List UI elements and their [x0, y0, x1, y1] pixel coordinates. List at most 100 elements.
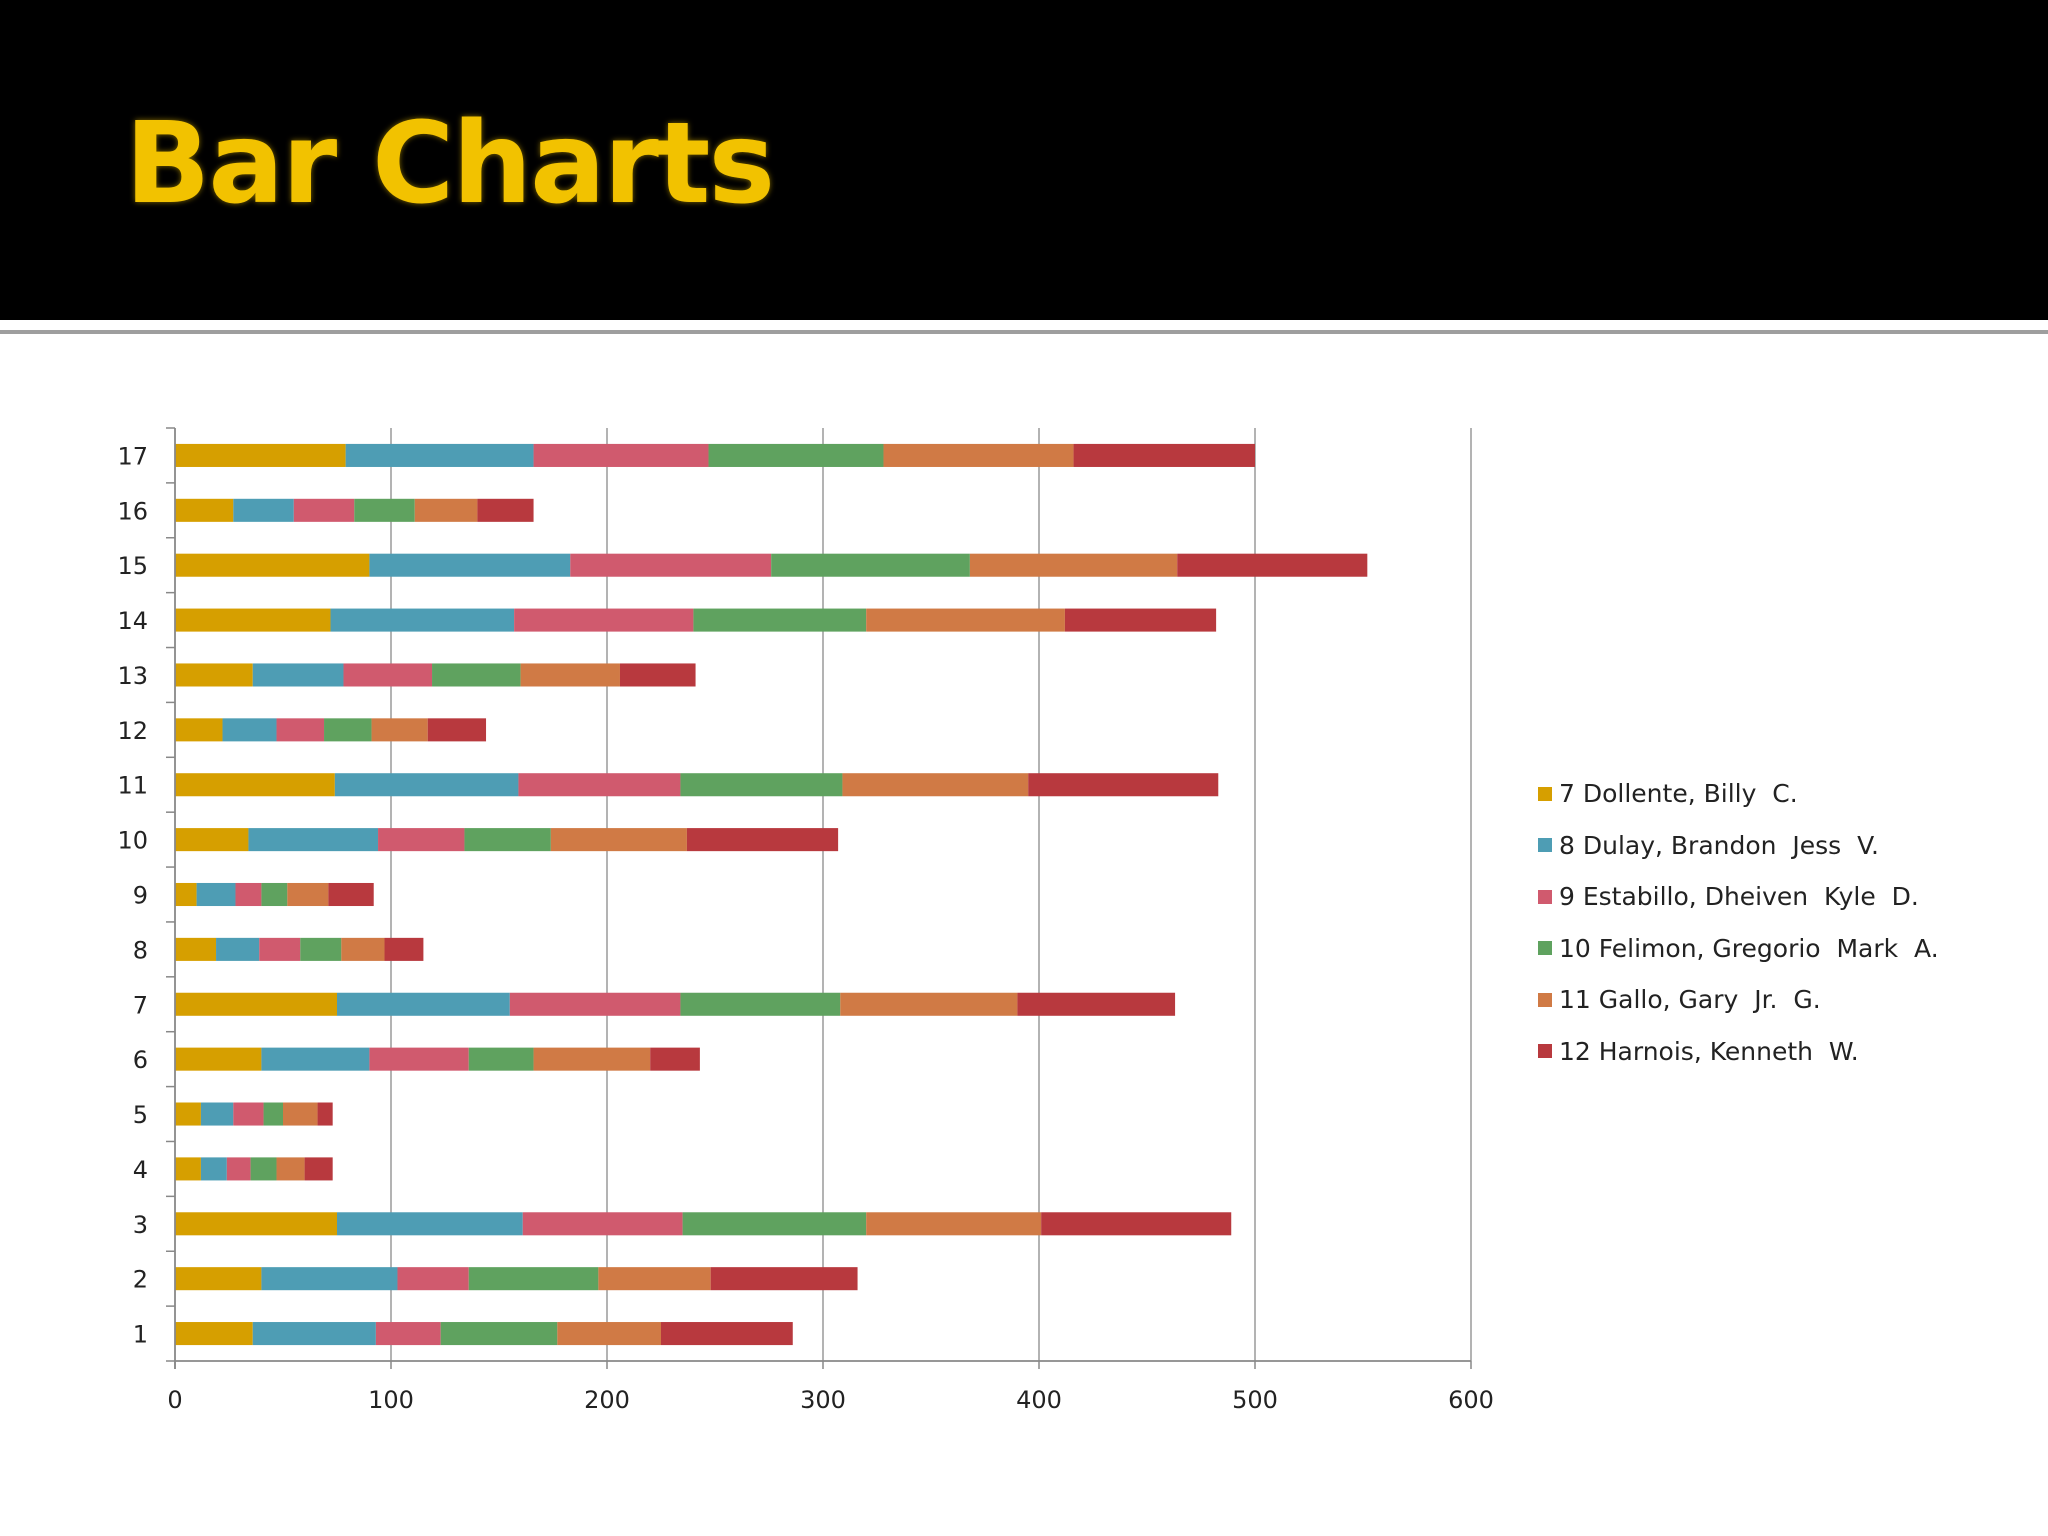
bar-segment	[233, 1102, 264, 1126]
bar-segment	[550, 828, 687, 852]
legend-swatch	[1538, 941, 1552, 956]
bar-segment	[200, 1102, 234, 1126]
bar-segment	[317, 1102, 333, 1126]
bar-segment	[509, 992, 681, 1016]
legend-item: 8 Dulay, Brandon Jess V.	[1538, 820, 1939, 872]
x-tick-label: 0	[167, 1386, 182, 1414]
bar-segment	[287, 882, 329, 907]
bar-segment	[300, 937, 342, 961]
bar-segment	[341, 937, 385, 961]
bar-segment	[682, 1212, 867, 1236]
bar-segment	[598, 1267, 711, 1291]
bar-segment	[216, 937, 260, 961]
y-tick-label: 14	[117, 607, 148, 635]
y-tick-label: 11	[117, 772, 148, 800]
bar-segment	[1041, 1212, 1232, 1236]
bar-segment	[414, 498, 478, 522]
bar-segment	[378, 828, 465, 852]
bar-segment	[276, 718, 325, 742]
bar-segment	[533, 443, 709, 467]
x-tick-label: 300	[800, 1386, 846, 1414]
bar-segment	[686, 828, 839, 852]
legend-label: 11 Gallo, Gary Jr. G.	[1559, 985, 1821, 1015]
bar-segment	[650, 1047, 700, 1071]
bar-segment	[570, 553, 772, 577]
y-tick-label: 16	[117, 497, 148, 525]
header-divider-light	[0, 320, 2048, 330]
bar-segment	[200, 1157, 227, 1181]
bar-segment	[969, 553, 1178, 577]
bar-segment	[330, 608, 515, 632]
bar-segment	[175, 937, 217, 961]
chart-legend: 7 Dollente, Billy C. 8 Dulay, Brandon Jes…	[1538, 768, 1939, 1077]
bar-segment	[259, 937, 301, 961]
bar-segment	[680, 773, 843, 797]
legend-swatch	[1538, 992, 1552, 1007]
bar-segment	[866, 1212, 1042, 1236]
bar-segment	[840, 992, 1018, 1016]
bar-segment	[222, 718, 277, 742]
bar-segment	[175, 718, 223, 742]
legend-label: 10 Felimon, Gregorio Mark A.	[1559, 933, 1939, 963]
bar-segment	[175, 1322, 253, 1346]
bar-segment	[261, 882, 288, 907]
bar-segment	[235, 882, 262, 907]
bar-segment	[661, 1322, 793, 1346]
legend-item: 12 Harnois, Kenneth W.	[1538, 1026, 1939, 1078]
bar-segment	[175, 443, 346, 467]
bar-segment	[175, 1212, 337, 1236]
y-tick-label: 7	[133, 991, 148, 1019]
bar-segment	[354, 498, 415, 522]
y-tick-label: 3	[133, 1211, 148, 1239]
bar-segment	[520, 663, 620, 687]
bar-segment	[175, 608, 331, 632]
bar-segment	[175, 663, 253, 687]
bar-segment	[883, 443, 1074, 467]
bar-segment	[175, 1157, 201, 1181]
bar-segment	[1028, 773, 1219, 797]
bar-segment	[693, 608, 867, 632]
bar-segment	[522, 1212, 683, 1236]
bar-segment	[708, 443, 884, 467]
bar-segment	[468, 1267, 599, 1291]
bar-segment	[175, 553, 370, 577]
x-tick-label: 100	[368, 1386, 414, 1414]
bar-segment	[468, 1047, 534, 1071]
bar-segment	[369, 553, 571, 577]
y-tick-label: 9	[133, 882, 148, 910]
bar-segment	[175, 1047, 262, 1071]
bar-segment	[293, 498, 355, 522]
y-tick-label: 10	[117, 827, 148, 855]
bar-segment	[514, 608, 694, 632]
bar-segment	[283, 1102, 318, 1126]
y-tick-label: 1	[133, 1321, 148, 1349]
bars-layer	[175, 443, 1368, 1346]
bar-segment	[328, 882, 374, 907]
bar-segment	[175, 828, 249, 852]
bar-segment	[1017, 992, 1176, 1016]
legend-item: 7 Dollente, Billy C.	[1538, 768, 1939, 820]
slide-title: Bar Charts	[125, 99, 775, 229]
axes-layer	[166, 427, 1472, 1369]
slide-header: Bar Charts	[0, 0, 2048, 320]
bar-segment	[252, 1322, 376, 1346]
y-tick-label: 8	[133, 936, 148, 964]
bar-segment	[324, 718, 372, 742]
x-tick-label: 400	[1016, 1386, 1062, 1414]
grid-layer	[390, 428, 1472, 1361]
y-tick-label: 5	[133, 1101, 148, 1129]
bar-segment	[1073, 443, 1255, 467]
bar-segment	[276, 1157, 305, 1181]
legend-swatch	[1538, 1044, 1552, 1059]
bar-segment	[680, 992, 841, 1016]
y-tick-label: 17	[117, 442, 148, 470]
legend-swatch	[1538, 838, 1552, 853]
bar-segment	[233, 498, 294, 522]
y-tick-label: 15	[117, 552, 148, 580]
bar-segment	[175, 1267, 262, 1291]
bar-segment	[248, 828, 379, 852]
bar-segment	[250, 1157, 277, 1181]
bar-segment	[261, 1267, 398, 1291]
bar-segment	[343, 663, 433, 687]
